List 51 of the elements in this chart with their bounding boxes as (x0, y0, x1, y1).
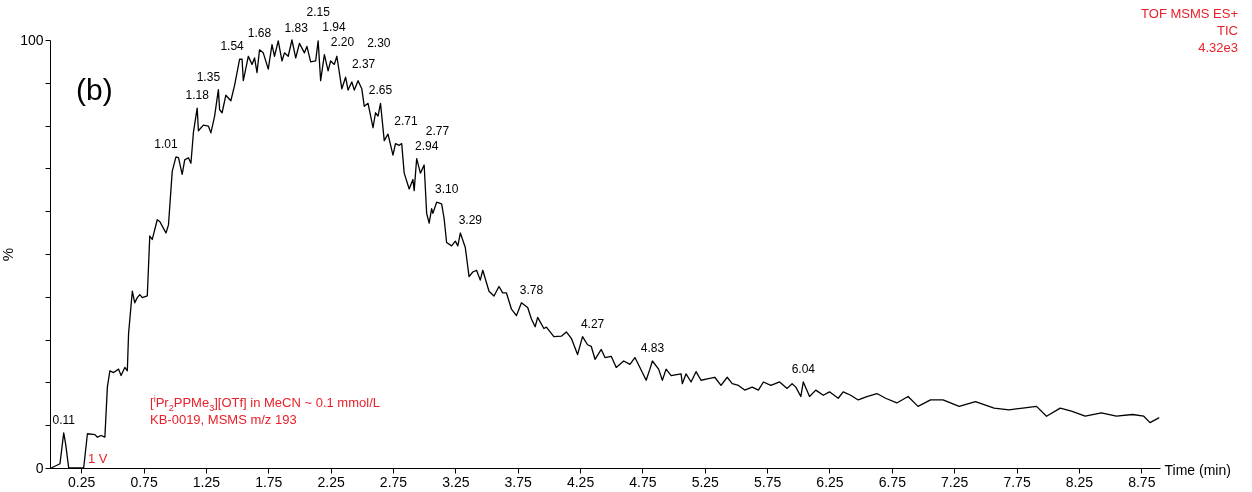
annotation: 3.10 (434, 182, 459, 197)
x-tick-label: 0.75 (130, 473, 158, 490)
annotation: 2.15 (306, 4, 331, 19)
x-tick-label: 6.75 (878, 473, 907, 490)
x-tick-label: 0.25 (68, 473, 96, 490)
x-tick-label: 7.25 (941, 473, 969, 490)
annotation: 4.83 (640, 341, 665, 355)
annotation: 2.94 (414, 138, 439, 153)
annotation: 2.30 (367, 36, 391, 51)
annotation: 1.83 (284, 20, 309, 35)
annotation: 1.68 (247, 25, 272, 40)
x-tick-label: 4.75 (629, 473, 657, 490)
annotation: 2.37 (351, 57, 376, 72)
annotation: 2.77 (425, 123, 450, 138)
annotation: 0.11 (52, 412, 76, 427)
annotation: 6.04 (791, 361, 816, 376)
text: TIC (1217, 23, 1238, 39)
x-tick-label: 6.25 (816, 473, 844, 490)
x-tick-label: 8.75 (1128, 473, 1156, 490)
annotation: 2.71 (394, 114, 418, 129)
annotation: KB-0019, MSMS m/z 193 (150, 412, 297, 428)
x-tick-label: 7.75 (1003, 473, 1031, 490)
annotation: 2.65 (368, 83, 393, 98)
x-tick-label: 1.75 (255, 473, 283, 490)
annotation: 1.54 (220, 39, 245, 54)
x-tick-label: 5.75 (754, 473, 782, 490)
annotation: 1.01 (154, 136, 178, 151)
annotation: 3.78 (519, 282, 544, 297)
x-tick-label: 3.25 (442, 473, 470, 490)
x-tick-label: 5.25 (691, 473, 720, 490)
annotation: 1.94 (322, 20, 346, 34)
x-tick-label: 2.25 (317, 473, 345, 490)
text: TOF MSMS ES+ (1141, 6, 1238, 22)
x-tick-label: 1.25 (192, 473, 221, 490)
annotation: 1.18 (185, 88, 210, 103)
x-tick-label: 8.25 (1065, 473, 1094, 490)
annotation: 1 V (88, 451, 108, 467)
annotation: 1.35 (196, 69, 221, 84)
y-axis-title: % (0, 247, 17, 262)
x-tick-label: 4.25 (566, 473, 595, 490)
annotation: (b) (76, 72, 113, 108)
y-tick-label: 0 (35, 459, 44, 476)
x-tick-label: 3.75 (504, 473, 533, 490)
annotation: [$^{i}$Pr$_{2}$PPMe$_{3}$][OTf] in MeCN ~ 0.1 mmol/L (150, 394, 380, 414)
annotation: 3.29 (458, 213, 483, 228)
x-axis-title: Time (min) (1164, 461, 1231, 478)
x-tick-label: 2.75 (379, 473, 408, 490)
y-tick-label: 100 (20, 31, 44, 48)
text: 4.32e3 (1198, 40, 1238, 56)
annotation: 2.20 (330, 34, 355, 49)
annotation: 4.27 (580, 316, 605, 331)
